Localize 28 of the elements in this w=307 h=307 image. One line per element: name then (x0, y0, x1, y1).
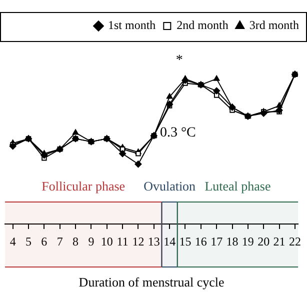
legend-label: 3rd month (249, 18, 300, 32)
x-tick-label: 18 (226, 234, 238, 248)
x-tick-label: 6 (41, 234, 48, 248)
x-tick-label: 16 (194, 234, 207, 248)
x-tick-label: 7 (56, 234, 63, 248)
x-axis-title: Duration of menstrual cycle (78, 274, 225, 290)
x-tick-label: 21 (273, 234, 286, 248)
x-tick-label: 17 (210, 234, 223, 248)
x-tick-label: 4 (10, 234, 16, 248)
x-tick-label: 19 (242, 234, 254, 248)
x-tick-label: 13 (148, 234, 160, 248)
x-tick-label: 9 (88, 234, 94, 248)
x-tick-label: 10 (100, 234, 113, 248)
x-tick-label: 11 (116, 234, 128, 248)
x-tick-label: 14 (164, 234, 176, 248)
text: * (176, 52, 183, 68)
annotation: 0.3 °C (160, 126, 196, 141)
x-tick-label: 22 (288, 234, 301, 248)
x-tick-label: 5 (26, 234, 32, 248)
legend-label: 2nd month (176, 18, 228, 32)
legend-label: 1st month (108, 18, 156, 32)
x-tick-label: 8 (72, 234, 79, 248)
x-tick-label: 12 (132, 234, 144, 248)
band-label: Luteal phase (204, 178, 271, 194)
x-tick-label: 20 (258, 234, 270, 248)
band-label: Ovulation (144, 178, 196, 194)
x-tick-label: 15 (179, 234, 192, 248)
band-label: Follicular phase (42, 178, 126, 194)
